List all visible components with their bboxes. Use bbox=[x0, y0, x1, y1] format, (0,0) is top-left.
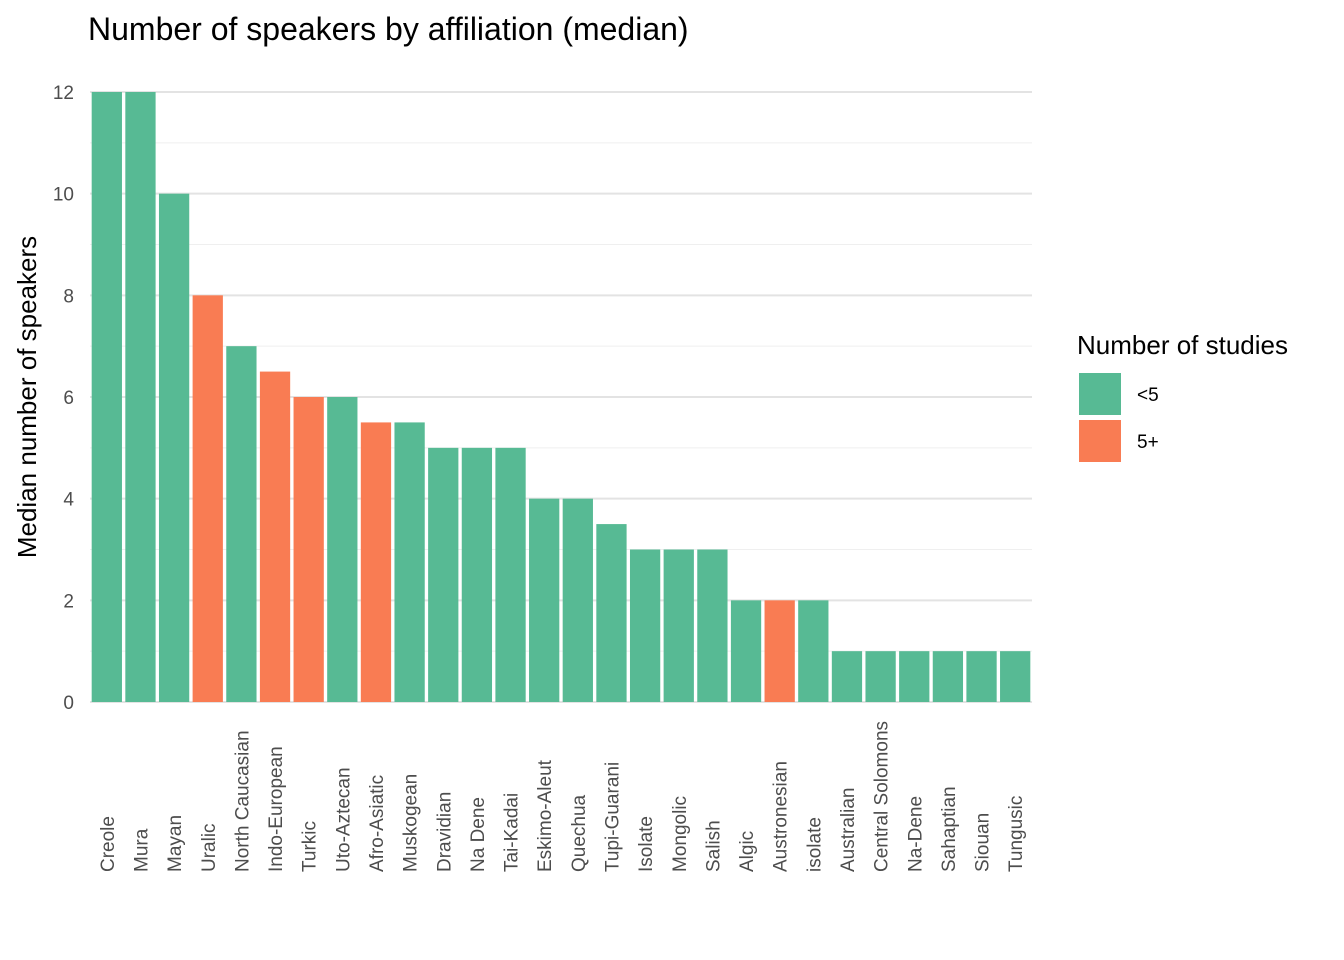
x-tick-label: Sahaptian bbox=[939, 786, 960, 872]
legend-title: Number of studies bbox=[1077, 330, 1288, 360]
bar-na-dene bbox=[461, 447, 493, 702]
bar-isolate bbox=[629, 549, 661, 702]
bar-austronesian bbox=[764, 600, 795, 702]
y-tick-label: 10 bbox=[53, 185, 74, 206]
legend: Number of studies <5 5+ bbox=[1077, 330, 1288, 462]
x-tick-label: Australian bbox=[838, 788, 859, 873]
x-tick-label: Indo-European bbox=[266, 746, 287, 872]
y-tick-label: 2 bbox=[63, 591, 74, 612]
x-tick-label: Dravidian bbox=[434, 792, 455, 872]
bar-creole bbox=[91, 92, 122, 702]
bars bbox=[91, 92, 1031, 702]
y-tick-label: 4 bbox=[63, 490, 74, 511]
x-tick-label: Mura bbox=[131, 828, 152, 872]
bar-isolate bbox=[798, 600, 829, 702]
y-tick-label: 6 bbox=[63, 388, 74, 409]
x-tick-label: Creole bbox=[98, 816, 119, 872]
x-tick-label: Muskogean bbox=[401, 774, 422, 872]
bar-siouan bbox=[966, 651, 997, 702]
x-tick-label: North Caucasian bbox=[232, 730, 253, 872]
y-tick-label: 0 bbox=[63, 693, 74, 714]
bar-salish bbox=[697, 549, 728, 702]
bar-uto-aztecan bbox=[327, 397, 358, 702]
x-tick-label: Uralic bbox=[199, 823, 220, 872]
x-tick-label: Isolate bbox=[636, 816, 657, 872]
x-tick-label: Na Dene bbox=[468, 797, 489, 872]
bar-mura bbox=[125, 92, 156, 702]
bar-mongolic bbox=[663, 549, 694, 702]
legend-swatch bbox=[1079, 420, 1121, 462]
bar-tai-kadai bbox=[495, 447, 526, 702]
bar-afro-asiatic bbox=[360, 422, 392, 702]
bar-na-dene bbox=[899, 651, 930, 702]
y-tick-label: 8 bbox=[63, 286, 74, 307]
x-axis-ticks: Creole Mura Mayan Uralic North Caucasian Indo… bbox=[98, 721, 1027, 872]
legend-swatch bbox=[1079, 373, 1121, 415]
x-tick-label: Turkic bbox=[300, 821, 321, 872]
bar-quechua bbox=[562, 498, 593, 702]
bar-algic bbox=[730, 600, 762, 702]
x-tick-label: Tungusic bbox=[1006, 796, 1027, 872]
x-tick-label: Quechua bbox=[569, 794, 590, 872]
bar-central-solomons bbox=[865, 651, 896, 702]
x-tick-label: Tupi-Guarani bbox=[602, 762, 623, 872]
y-axis-label: Median number of speakers bbox=[12, 236, 42, 558]
bar-uralic bbox=[192, 295, 223, 702]
x-tick-label: Na-Dene bbox=[905, 796, 926, 872]
x-tick-label: Afro-Asiatic bbox=[367, 775, 388, 872]
x-tick-label: Mongolic bbox=[670, 796, 691, 872]
bar-eskimo-aleut bbox=[529, 498, 560, 702]
x-tick-label: Algic bbox=[737, 831, 758, 872]
bar-dravidian bbox=[428, 447, 459, 702]
x-tick-label: Salish bbox=[703, 820, 724, 872]
y-axis-ticks: 0 2 4 6 8 10 12 bbox=[53, 83, 75, 714]
bar-north-caucasian bbox=[226, 346, 257, 702]
legend-label: <5 bbox=[1137, 385, 1159, 406]
x-tick-label: isolate bbox=[804, 817, 825, 872]
bar-tupi-guarani bbox=[596, 524, 627, 702]
legend-label: 5+ bbox=[1137, 432, 1159, 453]
bar-mayan bbox=[158, 193, 190, 702]
x-tick-label: Uto-Aztecan bbox=[333, 767, 354, 872]
x-tick-label: Central Solomons bbox=[872, 721, 893, 872]
bar-australian bbox=[831, 651, 863, 702]
chart-title: Number of speakers by affiliation (media… bbox=[88, 11, 689, 47]
bar-tungusic bbox=[1000, 651, 1031, 702]
x-tick-label: Siouan bbox=[973, 813, 994, 872]
x-tick-label: Austronesian bbox=[771, 761, 792, 872]
x-tick-label: Eskimo-Aleut bbox=[535, 759, 556, 872]
bar-sahaptian bbox=[932, 651, 964, 702]
y-tick-label: 12 bbox=[53, 83, 74, 104]
bar-muskogean bbox=[394, 422, 425, 702]
bar-turkic bbox=[293, 397, 324, 702]
bar-indo-european bbox=[259, 371, 291, 702]
x-tick-label: Mayan bbox=[165, 815, 186, 872]
x-tick-label: Tai-Kadai bbox=[502, 793, 523, 872]
